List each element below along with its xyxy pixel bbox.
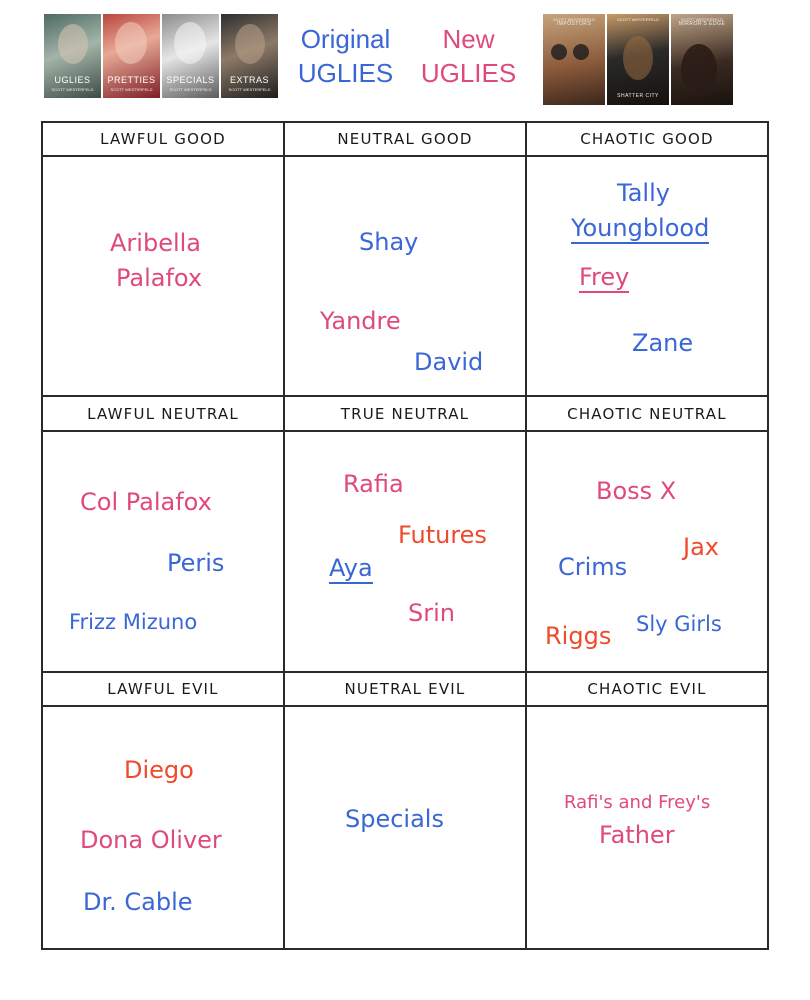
header-chaotic-good: CHAOTIC GOOD: [580, 130, 714, 148]
book-cover-shatter-city: SCOTT WESTERFELD SHATTER CITY: [607, 14, 669, 105]
legend-original-line1: Original: [300, 24, 391, 54]
book-cover-mirrors-edge: SCOTT WESTERFELD MIRROR'S EDGE: [671, 14, 733, 105]
header-lawful-good: LAWFUL GOOD: [100, 130, 226, 148]
character-name: Dona Oliver: [80, 826, 222, 854]
header-chaotic-neutral: CHAOTIC NEUTRAL: [567, 405, 727, 423]
character-name: Col Palafox: [80, 488, 212, 516]
header-true-neutral: TRUE NEUTRAL: [340, 405, 470, 423]
character-name: Rafi's and Frey's: [564, 792, 711, 813]
cover-title: EXTRAS: [229, 75, 269, 85]
column-divider: [283, 123, 285, 948]
cover-title: MIRROR'S EDGE: [678, 21, 726, 27]
legend-new: New UGLIES: [416, 22, 521, 90]
character-name: Youngblood: [571, 214, 710, 244]
character-name: Zane: [632, 329, 694, 357]
book-cover-pretties: PRETTIES SCOTT WESTERFELD: [103, 14, 160, 98]
legend-new-line1: New: [442, 24, 495, 54]
legend-original: Original UGLIES: [288, 22, 403, 90]
character-name: Frey: [579, 263, 630, 293]
character-name: Futures: [398, 521, 487, 549]
character-name: Frizz Mizuno: [69, 610, 198, 634]
character-name: Specials: [345, 805, 444, 833]
cover-title: IMPOSTORS: [556, 21, 592, 27]
character-name: David: [414, 348, 484, 376]
book-cover-impostors: SCOTT WESTERFELD IMPOSTORS: [543, 14, 605, 105]
header-divider: [43, 430, 767, 432]
header-lawful-evil: LAWFUL EVIL: [107, 680, 219, 698]
cover-author: SCOTT WESTERFELD: [617, 17, 659, 22]
row-divider: [43, 671, 767, 673]
character-name: Aribella: [110, 229, 201, 257]
header-divider: [43, 155, 767, 157]
character-name: Srin: [408, 599, 455, 627]
character-name: Riggs: [545, 622, 612, 650]
original-book-covers: UGLIES SCOTT WESTERFELD PRETTIES SCOTT W…: [44, 14, 278, 98]
legend-original-line2: UGLIES: [297, 58, 394, 88]
character-name: Rafia: [343, 470, 404, 498]
cover-title: PRETTIES: [107, 75, 156, 85]
character-name: Father: [599, 821, 675, 849]
character-name: Tally: [617, 179, 670, 207]
cover-author: SCOTT WESTERFELD: [169, 87, 212, 92]
alignment-chart: LAWFUL GOOD NEUTRAL GOOD CHAOTIC GOOD LA…: [41, 121, 769, 950]
header-neutral-good: NEUTRAL GOOD: [337, 130, 473, 148]
character-name: Diego: [124, 756, 194, 784]
character-name: Crims: [558, 553, 628, 581]
book-cover-specials: SPECIALS SCOTT WESTERFELD: [162, 14, 219, 98]
cover-author: SCOTT WESTERFELD: [553, 17, 595, 22]
character-name: Peris: [167, 549, 225, 577]
character-name: Palafox: [116, 264, 203, 292]
header-divider: [43, 705, 767, 707]
cover-author: SCOTT WESTERFELD: [228, 87, 271, 92]
cover-title: SHATTER CITY: [617, 93, 659, 99]
book-cover-uglies: UGLIES SCOTT WESTERFELD: [44, 14, 101, 98]
character-name: Yandre: [320, 307, 401, 335]
cover-title: SPECIALS: [166, 75, 215, 85]
cover-title: UGLIES: [54, 75, 91, 85]
cover-author: SCOTT WESTERFELD: [51, 87, 94, 92]
character-name: Dr. Cable: [83, 888, 193, 916]
character-name: Sly Girls: [636, 612, 722, 636]
header-lawful-neutral: LAWFUL NEUTRAL: [87, 405, 239, 423]
new-book-covers: SCOTT WESTERFELD IMPOSTORS SCOTT WESTERF…: [543, 14, 733, 105]
cover-author: SCOTT WESTERFELD: [681, 17, 723, 22]
character-name: Jax: [683, 533, 719, 561]
header-chaotic-evil: CHAOTIC EVIL: [587, 680, 707, 698]
character-name: Boss X: [596, 477, 677, 505]
book-cover-extras: EXTRAS SCOTT WESTERFELD: [221, 14, 278, 98]
row-divider: [43, 395, 767, 397]
character-name: Shay: [359, 228, 419, 256]
legend-new-line2: UGLIES: [420, 58, 517, 88]
header-neutral-evil: NUETRAL EVIL: [344, 680, 466, 698]
character-name: Aya: [329, 554, 373, 584]
column-divider: [525, 123, 527, 948]
cover-author: SCOTT WESTERFELD: [110, 87, 153, 92]
